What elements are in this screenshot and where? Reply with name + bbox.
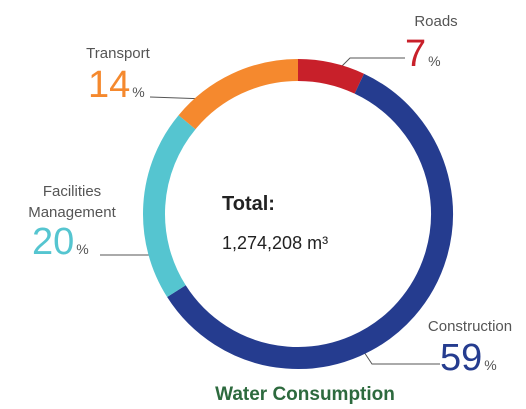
value-number: 14 (88, 64, 130, 106)
value-label: 20% (32, 221, 89, 263)
category-label: Transport (86, 45, 150, 62)
value-number: 59 (440, 337, 482, 379)
category-label: Facilities Management (28, 183, 116, 221)
category-label-line: Facilities (43, 183, 101, 200)
value-unit: % (132, 84, 144, 100)
category-label: Construction (428, 318, 512, 335)
value-label: 7% (405, 33, 441, 75)
value-label: 59% (440, 337, 497, 379)
value-number: 20 (32, 221, 74, 263)
donut-segment (297, 59, 364, 94)
donut-segment (143, 115, 196, 298)
category-label-line: Management (28, 204, 116, 221)
value-label: 14% (88, 64, 145, 106)
center-label: Total: (222, 193, 275, 215)
center-value: 1,274,208 m³ (222, 233, 328, 253)
category-label: Roads (414, 13, 457, 30)
value-unit: % (428, 53, 440, 69)
donut-segment (178, 59, 299, 130)
value-unit: % (484, 357, 496, 373)
value-number: 7 (405, 33, 426, 75)
value-unit: % (76, 241, 88, 257)
chart-title: Water Consumption (215, 384, 395, 405)
donut-segment (167, 73, 453, 369)
